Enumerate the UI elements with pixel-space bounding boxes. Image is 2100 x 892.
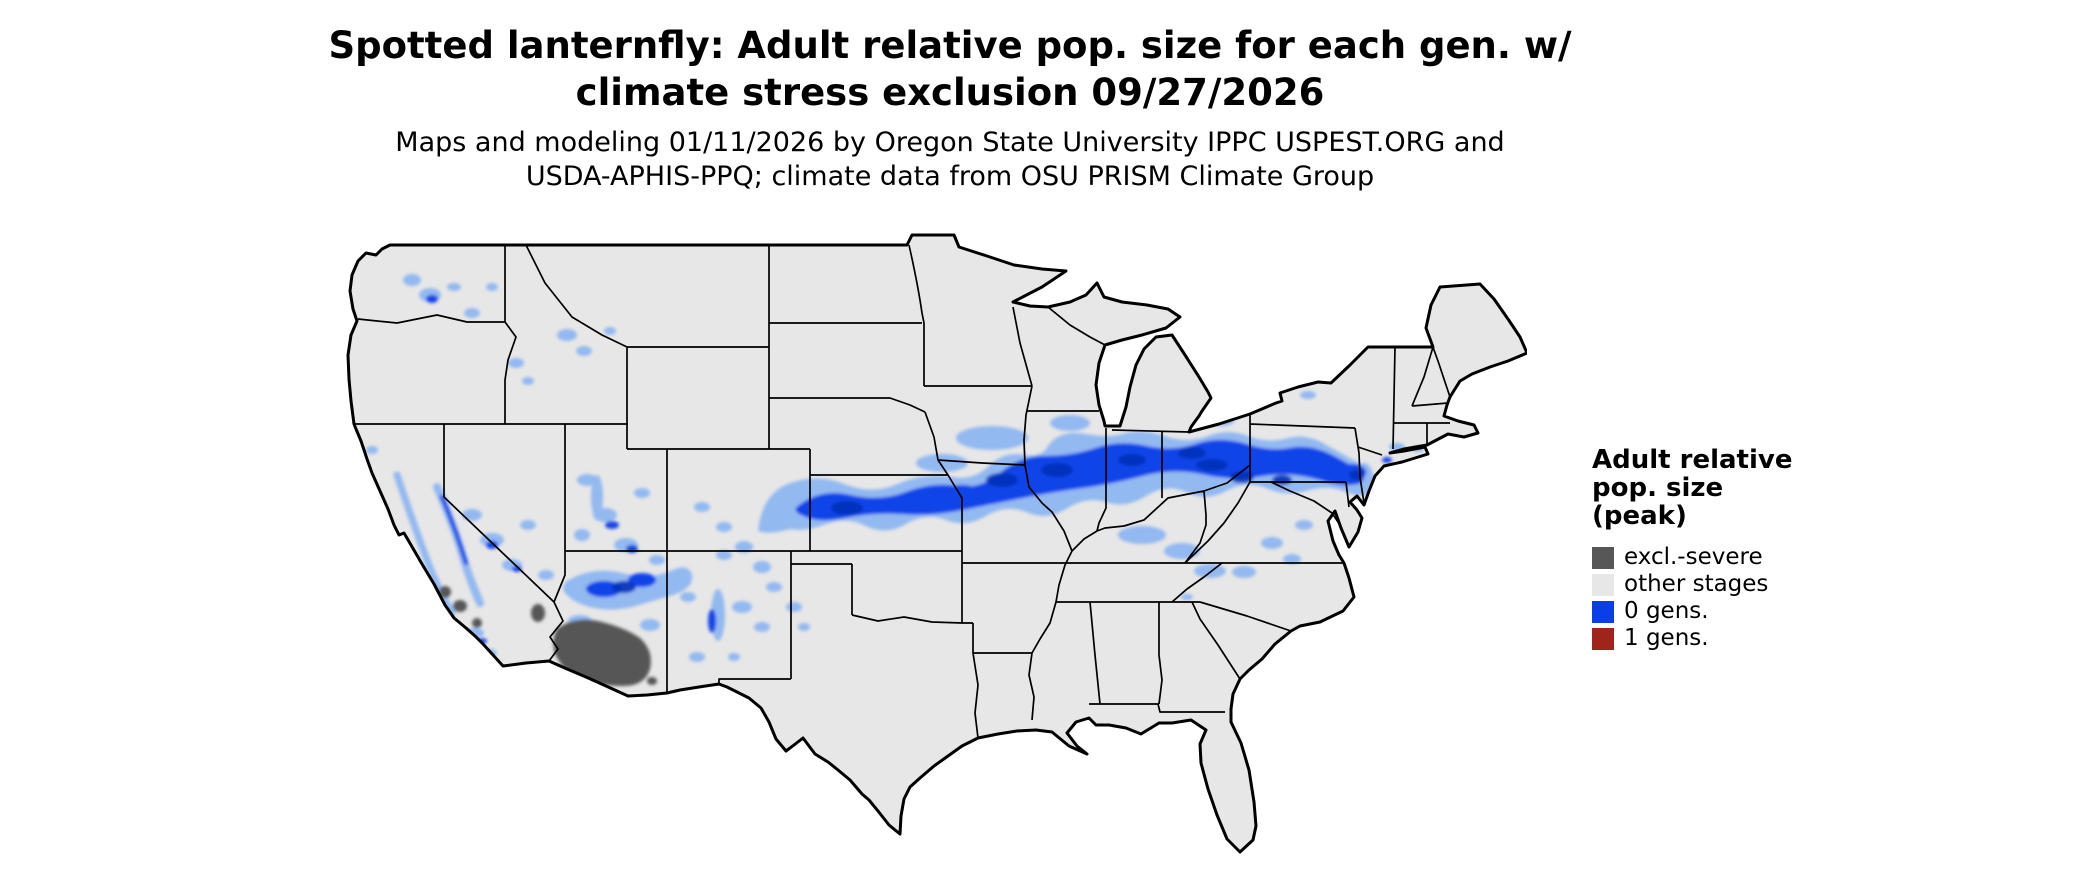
title-line-2: climate stress exclusion 09/27/2026 bbox=[575, 71, 1325, 114]
legend-swatch-excl-severe bbox=[1592, 546, 1614, 569]
subtitle-line-2: USDA-APHIS-PPQ; climate data from OSU PR… bbox=[525, 161, 1375, 192]
legend-label-other-stages: other stages bbox=[1624, 571, 1769, 597]
title-line-1: Spotted lanternfly: Adult relative pop. … bbox=[328, 24, 1572, 67]
legend-label-excl-severe: excl.-severe bbox=[1624, 544, 1763, 570]
legend-item-1-gens: 1 gens. bbox=[1592, 625, 1832, 652]
legend-swatch-0-gens bbox=[1592, 600, 1614, 623]
population-overlays bbox=[366, 274, 1424, 686]
legend-title-line-2: pop. size bbox=[1592, 473, 1724, 503]
legend-item-excl-severe: excl.-severe bbox=[1592, 544, 1832, 571]
us-map-container bbox=[342, 224, 1529, 876]
legend-label-0-gens: 0 gens. bbox=[1624, 598, 1709, 624]
legend-swatch-1-gens bbox=[1592, 627, 1614, 650]
zero-gens-overlay-deep bbox=[612, 447, 1365, 593]
legend-swatch-other-stages bbox=[1592, 573, 1614, 596]
page-title: Spotted lanternfly: Adult relative pop. … bbox=[100, 22, 1800, 116]
legend-title-line-3: (peak) bbox=[1592, 501, 1687, 531]
page-subtitle: Maps and modeling 01/11/2026 by Oregon S… bbox=[100, 126, 1800, 194]
subtitle-line-1: Maps and modeling 01/11/2026 by Oregon S… bbox=[395, 127, 1505, 158]
legend-title-line-1: Adult relative bbox=[1592, 445, 1793, 475]
legend-rows: excl.-severe other stages 0 gens. 1 gens… bbox=[1592, 544, 1832, 652]
us-map bbox=[346, 233, 1529, 854]
excluded-severe-overlay bbox=[439, 586, 657, 686]
legend-item-other-stages: other stages bbox=[1592, 571, 1832, 598]
legend-item-0-gens: 0 gens. bbox=[1592, 598, 1832, 625]
state-borders bbox=[354, 244, 1451, 739]
map-legend: Adult relative pop. size (peak) excl.-se… bbox=[1592, 446, 1832, 652]
legend-label-1-gens: 1 gens. bbox=[1624, 625, 1709, 651]
legend-title: Adult relative pop. size (peak) bbox=[1592, 446, 1832, 530]
